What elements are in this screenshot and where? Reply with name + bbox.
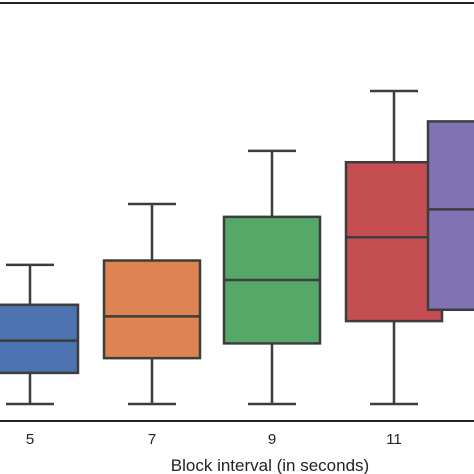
box-iqr xyxy=(344,160,444,323)
box-iqr xyxy=(426,120,474,312)
x-tick-label-11: 11 xyxy=(386,431,402,448)
x-tick-label-5: 5 xyxy=(26,431,34,448)
box-group-7 xyxy=(102,202,202,406)
box-iqr xyxy=(102,259,202,360)
boxes-group xyxy=(0,89,474,406)
x-ticks-group: 5 7 9 11 xyxy=(26,431,402,448)
x-tick-label-9: 9 xyxy=(268,431,276,448)
box-group-5 xyxy=(0,263,80,406)
box-group-11 xyxy=(344,89,444,406)
x-tick-label-7: 7 xyxy=(148,431,156,448)
x-axis-label: Block interval (in seconds) xyxy=(171,456,369,474)
box-iqr xyxy=(0,303,80,375)
box-group-9 xyxy=(222,149,322,406)
box-group-partial xyxy=(426,120,474,312)
